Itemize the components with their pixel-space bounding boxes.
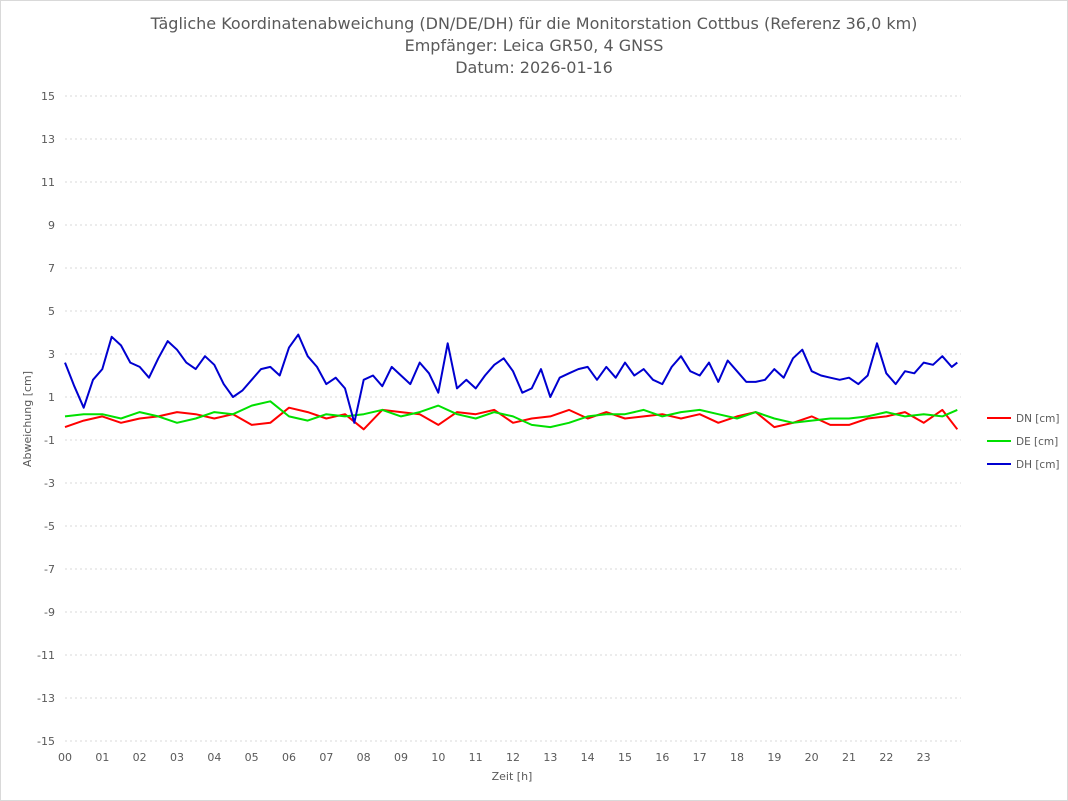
y-tick-label: -7 <box>44 563 55 576</box>
legend-label-dn: DN [cm] <box>1016 413 1059 425</box>
x-axis-label: Zeit [h] <box>492 770 533 783</box>
x-tick-label: 03 <box>170 751 184 764</box>
y-tick-label: -3 <box>44 477 55 490</box>
x-tick-label: 14 <box>581 751 595 764</box>
y-tick-label: -9 <box>44 606 55 619</box>
x-tick-label: 17 <box>693 751 707 764</box>
x-tick-label: 02 <box>133 751 147 764</box>
chart-title-line-3: Datum: 2026-01-16 <box>455 58 613 77</box>
y-tick-label: 1 <box>48 391 55 404</box>
y-tick-label: 7 <box>48 262 55 275</box>
x-tick-label: 06 <box>282 751 296 764</box>
y-tick-label: 15 <box>41 90 55 103</box>
x-tick-label: 19 <box>767 751 781 764</box>
x-tick-label: 07 <box>319 751 333 764</box>
series-line-dh <box>64 333 958 424</box>
x-tick-label: 01 <box>95 751 109 764</box>
y-tick-label: 11 <box>41 176 55 189</box>
x-tick-label: 05 <box>245 751 259 764</box>
x-tick-label: 12 <box>506 751 520 764</box>
chart-title: Tägliche Koordinatenabweichung (DN/DE/DH… <box>150 14 918 77</box>
series-lines <box>64 333 959 431</box>
legend: DN [cm] DE [cm] DH [cm] <box>987 413 1060 471</box>
y-tick-label: -5 <box>44 520 55 533</box>
gridlines <box>65 95 961 742</box>
x-tick-label: 11 <box>469 751 483 764</box>
y-tick-label: 5 <box>48 305 55 318</box>
x-tick-label: 16 <box>655 751 669 764</box>
chart-title-line-2: Empfänger: Leica GR50, 4 GNSS <box>405 36 664 55</box>
y-axis-ticks: 15 13 11 9 7 5 3 1 -1 -3 -5 -7 -9 -11 -13 -15 <box>37 90 55 748</box>
x-axis-ticks: 00 01 02 03 04 05 06 07 08 09 10 11 12 13 14 15 16 17 18 19… <box>58 751 931 764</box>
y-tick-label: 3 <box>48 348 55 361</box>
y-tick-label: -15 <box>37 735 55 748</box>
x-tick-label: 04 <box>207 751 221 764</box>
x-tick-label: 13 <box>543 751 557 764</box>
x-tick-label: 00 <box>58 751 72 764</box>
y-tick-label: 9 <box>48 219 55 232</box>
y-tick-label: -13 <box>37 692 55 705</box>
x-tick-label: 23 <box>917 751 931 764</box>
x-tick-label: 18 <box>730 751 744 764</box>
y-tick-label: 13 <box>41 133 55 146</box>
legend-label-dh: DH [cm] <box>1016 459 1060 471</box>
x-tick-label: 08 <box>357 751 371 764</box>
x-tick-label: 20 <box>805 751 819 764</box>
x-tick-label: 09 <box>394 751 408 764</box>
x-tick-label: 10 <box>431 751 445 764</box>
x-tick-label: 15 <box>618 751 632 764</box>
x-tick-label: 21 <box>842 751 856 764</box>
series-line-de <box>64 400 958 429</box>
chart-title-line-1: Tägliche Koordinatenabweichung (DN/DE/DH… <box>150 14 918 33</box>
y-tick-label: -11 <box>37 649 55 662</box>
y-tick-label: -1 <box>44 434 55 447</box>
legend-label-de: DE [cm] <box>1016 436 1058 448</box>
x-tick-label: 22 <box>879 751 893 764</box>
y-axis-label: Abweichung [cm] <box>21 371 34 467</box>
series-line-dn <box>64 406 959 431</box>
